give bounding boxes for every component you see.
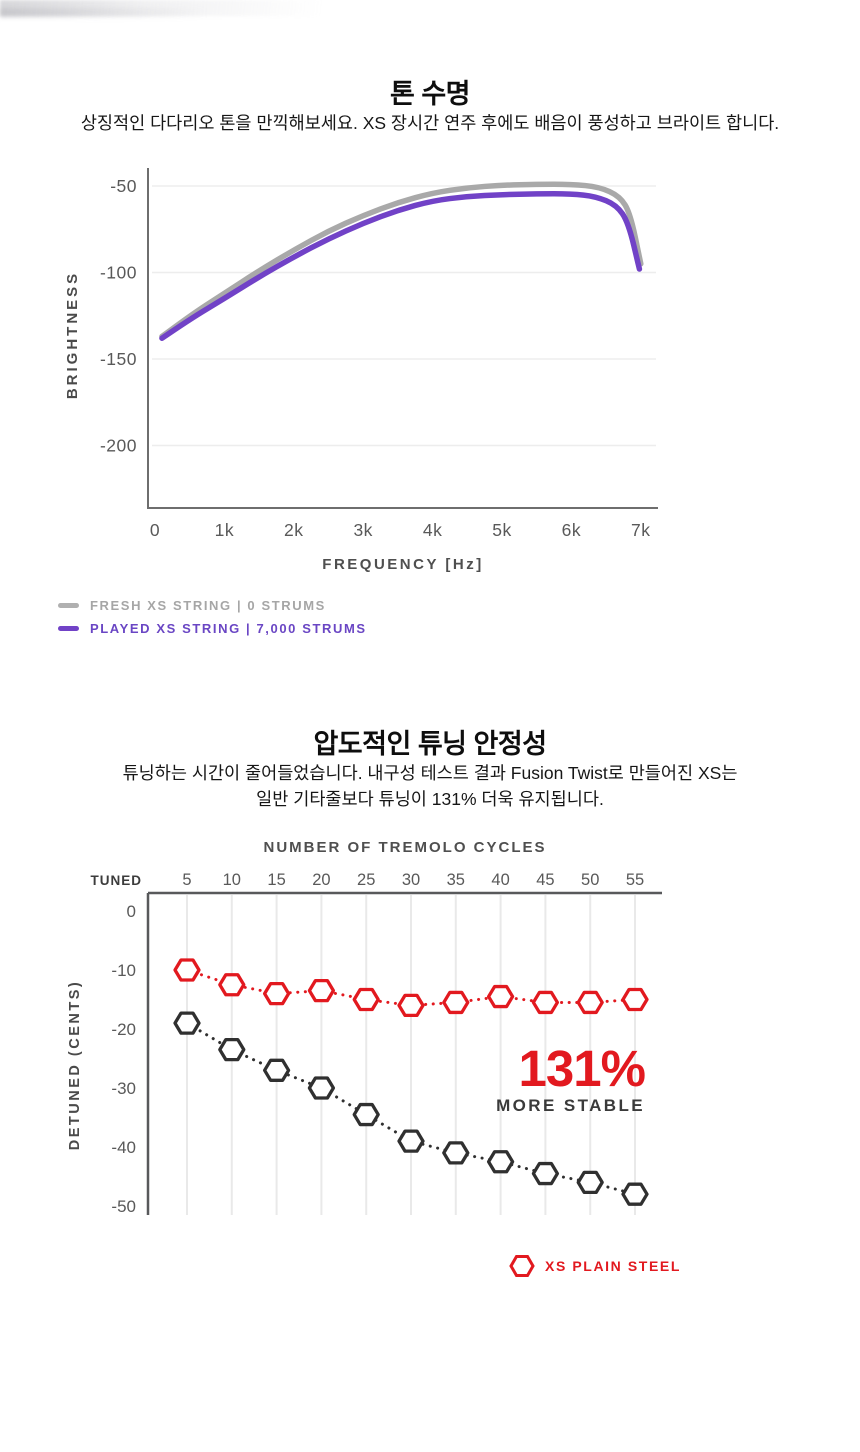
standard-string-dotted-line bbox=[185, 1021, 637, 1196]
xs-plain-steel-legend-label: XS PLAIN STEEL bbox=[545, 1258, 681, 1274]
y-tick-label: -10 bbox=[111, 961, 136, 980]
xs-plain-steel-hexagon-marker bbox=[173, 958, 201, 982]
tone-chart-legend: FRESH XS STRING | 0 STRUMS PLAYED XS STR… bbox=[58, 594, 367, 640]
x-tick-label: 1k bbox=[215, 520, 234, 540]
played-legend-label: PLAYED XS STRING | 7,000 STRUMS bbox=[90, 621, 367, 636]
xs-plain-steel-hexagon-marker bbox=[397, 993, 425, 1018]
standard-string-hexagon-marker bbox=[621, 1182, 649, 1206]
x-tick-label: 10 bbox=[223, 871, 241, 889]
y-tick-label: -20 bbox=[111, 1020, 136, 1039]
x-tick-label: 15 bbox=[267, 871, 285, 889]
legend-item-played: PLAYED XS STRING | 7,000 STRUMS bbox=[58, 617, 367, 640]
standard-string-hexagon-marker bbox=[307, 1076, 336, 1100]
xs-plain-steel-hexagon-marker bbox=[442, 990, 470, 1015]
xs-plain-steel-hexagon-marker bbox=[576, 990, 604, 1015]
standard-string-hexagon-marker bbox=[576, 1170, 604, 1195]
chart2-axes bbox=[146, 891, 662, 1215]
standard-string-hexagon-marker bbox=[352, 1102, 380, 1127]
y-tick-label: -40 bbox=[111, 1138, 136, 1157]
x-tick-label: 55 bbox=[626, 871, 644, 889]
x-tick-label: 45 bbox=[536, 871, 554, 889]
x-tick-label: 40 bbox=[491, 871, 509, 889]
top-left-image-artifact-2 bbox=[0, 8, 260, 18]
tuned-origin-label: TUNED bbox=[91, 873, 143, 888]
stability-percentage: 131% bbox=[518, 1040, 646, 1097]
x-tick-label: 4k bbox=[423, 520, 442, 540]
x-tick-label: 30 bbox=[402, 871, 420, 889]
standard-string-hexagon-marker bbox=[486, 1150, 515, 1174]
x-tick-label: 25 bbox=[357, 871, 375, 889]
y-tick-label: -50 bbox=[110, 176, 137, 196]
xs-plain-steel-hexagon-marker bbox=[218, 973, 246, 997]
x-tick-label: 35 bbox=[447, 871, 465, 889]
standard-string-hexagon-marker bbox=[531, 1161, 560, 1186]
played-line-swatch bbox=[58, 626, 79, 631]
x-tick-label: 7k bbox=[631, 520, 650, 540]
xs-plain-steel-hexagon-marker bbox=[486, 984, 515, 1009]
stability-caption: MORE STABLE bbox=[496, 1096, 645, 1115]
x-tick-label: 0 bbox=[150, 520, 160, 540]
xs-plain-steel-hexagon-marker bbox=[352, 987, 380, 1012]
tuning-chart-legend: XS PLAIN STEEL bbox=[509, 1254, 681, 1278]
hexagon-marker-icon bbox=[509, 1255, 535, 1277]
y-tick-label: -150 bbox=[100, 349, 137, 369]
tone-section-title: 톤 수명 bbox=[389, 79, 471, 109]
standard-string-hexagon-marker bbox=[173, 1011, 201, 1035]
tremolo-cycles-axis-label: NUMBER OF TREMOLO CYCLES bbox=[263, 839, 547, 856]
x-tick-label: 5 bbox=[182, 871, 191, 889]
frequency-axis-label: FREQUENCY [Hz] bbox=[322, 556, 484, 573]
top-left-image-artifact bbox=[0, 0, 520, 16]
fresh-legend-label: FRESH XS STRING | 0 STRUMS bbox=[90, 598, 326, 613]
y-tick-label: -50 bbox=[111, 1197, 136, 1216]
played-string-curve bbox=[159, 191, 643, 341]
y-tick-label: -200 bbox=[100, 436, 137, 456]
tone-life-line-chart: -50 -100 -150 -200 0 1k 2k 3k 4k 5k 6k 7k bbox=[100, 168, 658, 540]
y-tick-label: 0 bbox=[127, 902, 136, 921]
tuning-stability-scatter-chart: 5 10 15 20 25 30 35 40 45 50 55 TUNED 0 -10 -20 -30 -40 -… bbox=[91, 871, 662, 1216]
x-tick-label: 50 bbox=[581, 871, 599, 889]
chart1-axes bbox=[147, 168, 658, 509]
standard-string-hexagon-marker bbox=[218, 1037, 246, 1062]
tuning-section-subtitle-line1: 튜닝하는 시간이 줄어들었습니다. 내구성 테스트 결과 Fusion Twis… bbox=[122, 763, 738, 783]
x-tick-label: 20 bbox=[312, 871, 330, 889]
x-tick-label: 6k bbox=[562, 520, 581, 540]
fresh-line-swatch bbox=[58, 603, 79, 608]
xs-plain-steel-hexagon-marker bbox=[307, 979, 336, 1003]
more-stable-annotation: 131% MORE STABLE bbox=[395, 1040, 646, 1116]
fresh-string-curve bbox=[159, 181, 644, 340]
xs-plain-steel-hexagon-marker bbox=[262, 981, 291, 1006]
tuning-section-title: 압도적인 튜닝 안정성 bbox=[313, 729, 547, 759]
x-tick-label: 5k bbox=[492, 520, 511, 540]
legend-item-fresh: FRESH XS STRING | 0 STRUMS bbox=[58, 594, 367, 617]
x-tick-label: 2k bbox=[284, 520, 303, 540]
y-tick-label: -100 bbox=[100, 263, 137, 283]
standard-string-hexagon-marker bbox=[397, 1129, 425, 1153]
y-tick-label: -30 bbox=[111, 1079, 136, 1098]
xs-plain-steel-hexagon-marker bbox=[621, 987, 649, 1012]
tone-section-subtitle: 상징적인 다다리오 톤을 만끽해보세요. XS 장시간 연주 후에도 배음이 풍… bbox=[80, 113, 780, 133]
standard-string-hexagon-marker bbox=[442, 1141, 470, 1165]
xs-plain-steel-hexagon-marker bbox=[531, 990, 560, 1015]
tuning-section-subtitle-line2: 일반 기타줄보다 튜닝이 131% 더욱 유지됩니다. bbox=[256, 789, 604, 809]
standard-string-hexagon-marker bbox=[262, 1058, 291, 1082]
x-tick-label: 3k bbox=[353, 520, 372, 540]
